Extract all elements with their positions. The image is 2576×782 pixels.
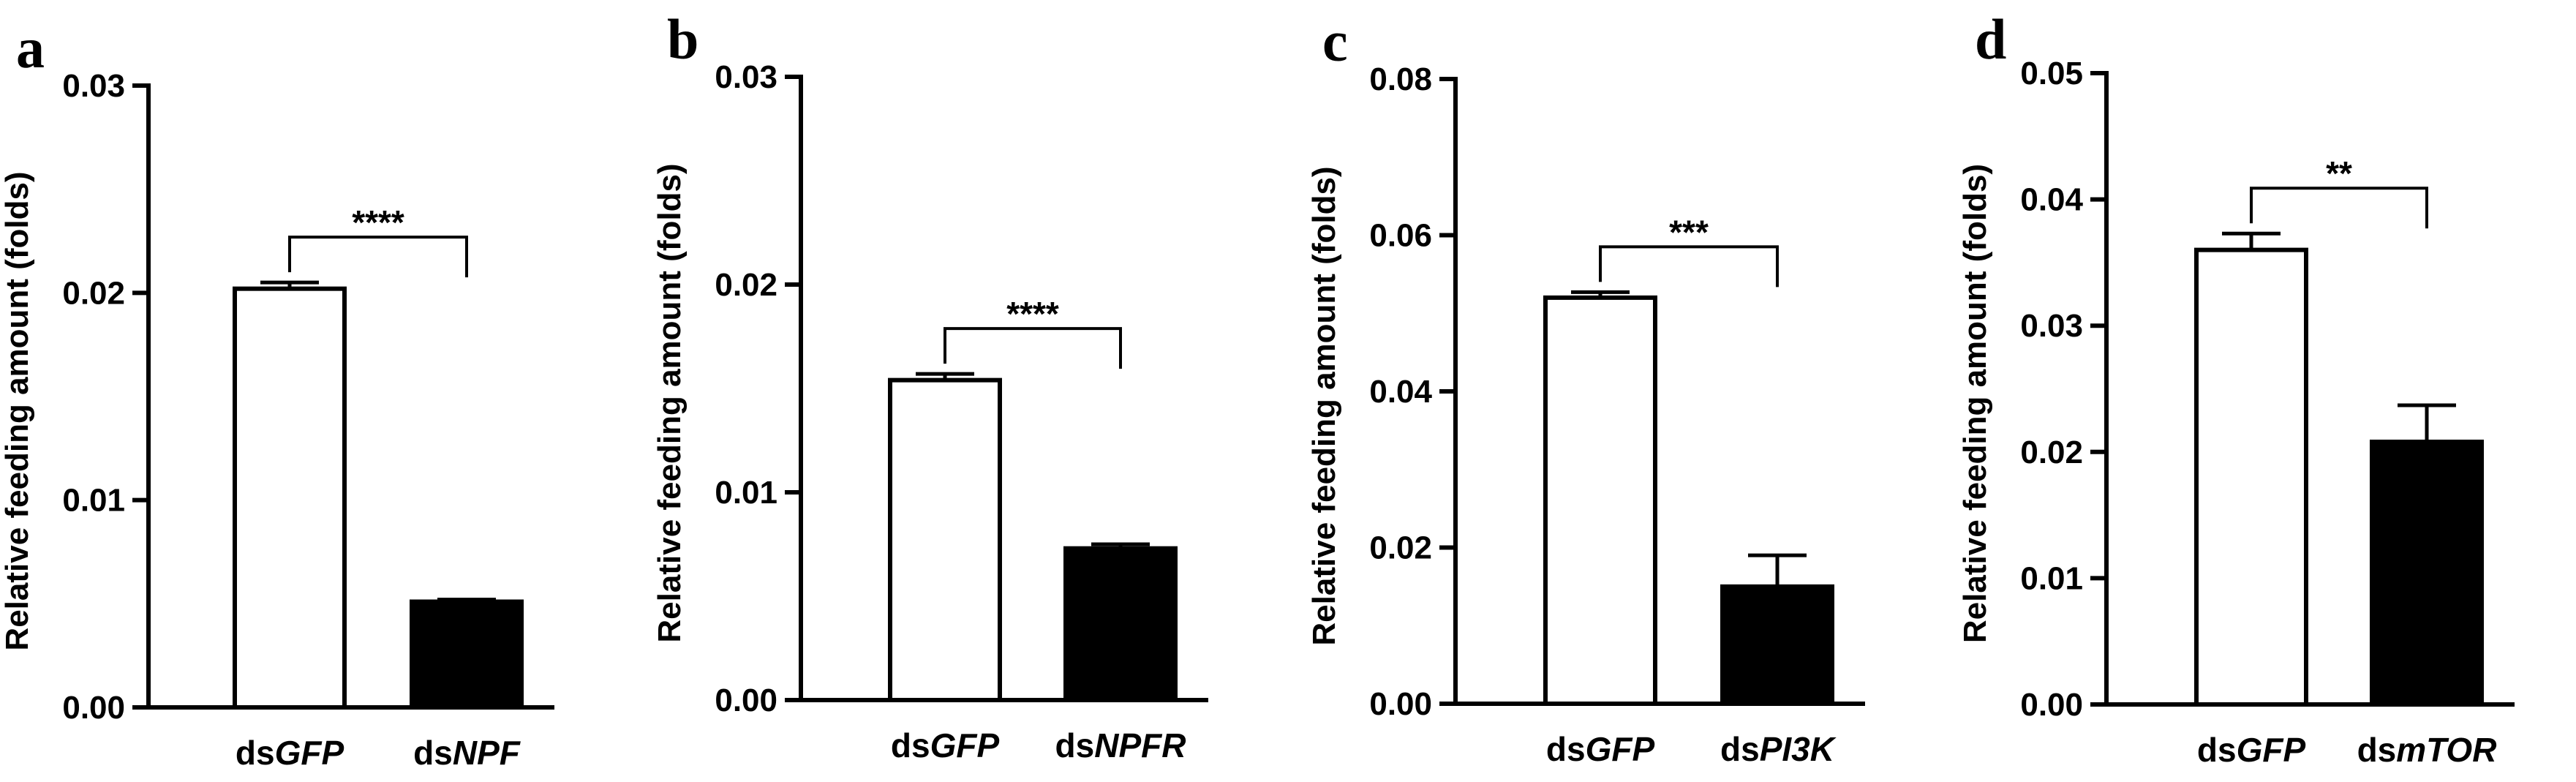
category-label: dsGFP — [2197, 731, 2306, 769]
category-label: dsGFP — [891, 726, 1000, 764]
y-tick-label: 0.00 — [62, 690, 125, 726]
panel-letter: b — [667, 7, 698, 71]
bar-npf — [410, 599, 524, 710]
category-label: dsNPF — [413, 734, 521, 772]
bar-gfp — [2194, 247, 2308, 707]
panel-letter: d — [1975, 7, 2006, 71]
category-gene: mTOR — [2396, 731, 2496, 769]
y-tick-label: 0.00 — [1369, 686, 1432, 722]
category-label: dsGFP — [236, 734, 344, 772]
y-tick-label: 0.03 — [62, 68, 125, 104]
panel-letter: c — [1322, 10, 1348, 73]
significance-bracket — [288, 236, 468, 278]
significance-bracket — [2250, 187, 2428, 229]
significance-bracket — [1599, 245, 1779, 287]
y-tick-label: 0.01 — [715, 475, 777, 511]
panel-c: c Relative feeding amount (folds) 0.00 0.02… — [1306, 10, 1865, 768]
panel-d: d Relative feeding amount (folds) 0.00 0.01… — [1957, 7, 2515, 769]
category-label: dsPI3K — [1720, 730, 1837, 768]
significance-bracket — [944, 327, 1122, 369]
bar-pi3k — [1720, 584, 1834, 706]
category-prefix: ds — [1546, 730, 1586, 768]
y-tick-label: 0.01 — [2020, 560, 2083, 596]
significance-label: ** — [2326, 154, 2352, 192]
category-prefix: ds — [2197, 731, 2237, 769]
category-gene: GFP — [930, 726, 1000, 764]
error-bar — [916, 372, 974, 380]
category-gene: PI3K — [1760, 730, 1837, 768]
error-bar — [2222, 231, 2281, 250]
category-prefix: ds — [413, 734, 453, 772]
error-bar — [260, 280, 319, 289]
significance-label: *** — [1669, 213, 1709, 251]
category-prefix: ds — [236, 734, 275, 772]
y-axis-title: Relative feeding amount (folds) — [0, 171, 35, 650]
y-tick-label: 0.02 — [62, 275, 125, 311]
error-bar — [1091, 542, 1150, 549]
category-gene: NPFR — [1094, 726, 1186, 764]
bar-gfp — [888, 377, 1002, 702]
significance-label: **** — [1006, 295, 1059, 333]
category-gene: GFP — [275, 734, 344, 772]
y-tick-label: 0.03 — [715, 59, 777, 95]
panel-a: a Relative feeding amount (folds) 0.00 0.01… — [0, 16, 554, 772]
y-tick-label: 0.04 — [2020, 182, 2083, 218]
bar-gfp — [1543, 295, 1657, 706]
y-axis-title: Relative feeding amount (folds) — [652, 163, 688, 642]
category-gene: NPF — [453, 734, 521, 772]
panel-letter: a — [16, 16, 45, 80]
category-label: dsGFP — [1546, 730, 1655, 768]
y-tick-label: 0.01 — [62, 483, 125, 519]
error-bar — [1748, 553, 1807, 587]
y-tick-label: 0.05 — [2020, 56, 2083, 91]
y-tick-label: 0.00 — [715, 683, 777, 718]
y-tick-label: 0.06 — [1369, 218, 1432, 254]
significance-label: **** — [352, 203, 404, 241]
error-bar — [1571, 290, 1630, 298]
category-label: dsNPFR — [1055, 726, 1186, 764]
category-prefix: ds — [1055, 726, 1095, 764]
category-prefix: ds — [891, 726, 930, 764]
error-bar — [2398, 403, 2456, 442]
bar-mtor — [2370, 439, 2484, 707]
y-tick-label: 0.02 — [2020, 435, 2083, 470]
y-axis-title: Relative feeding amount (folds) — [1306, 166, 1342, 645]
category-gene: GFP — [1586, 730, 1655, 768]
y-tick-label: 0.08 — [1369, 61, 1432, 97]
category-label: dsmTOR — [2357, 731, 2497, 769]
category-prefix: ds — [1720, 730, 1760, 768]
bar-gfp — [233, 286, 347, 710]
category-prefix: ds — [2357, 731, 2397, 769]
y-tick-label: 0.02 — [1369, 530, 1432, 566]
y-axis-title: Relative feeding amount (folds) — [1957, 164, 1993, 643]
error-bar — [437, 598, 496, 602]
y-tick-label: 0.02 — [715, 267, 777, 303]
panel-b: b Relative feeding amount (folds) 0.00 0.01… — [652, 7, 1208, 764]
bar-npfr — [1063, 546, 1178, 702]
y-tick-label: 0.00 — [2020, 687, 2083, 723]
y-tick-label: 0.03 — [2020, 308, 2083, 344]
category-gene: GFP — [2237, 731, 2306, 769]
y-tick-label: 0.04 — [1369, 374, 1432, 410]
